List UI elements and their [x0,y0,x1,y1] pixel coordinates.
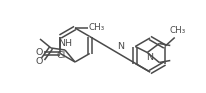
Text: N: N [117,42,124,51]
Text: NH: NH [58,39,72,48]
Text: N: N [146,53,153,62]
Text: Cl: Cl [57,51,66,60]
Text: O: O [35,57,43,66]
Text: O: O [36,48,43,57]
Text: CH₃: CH₃ [170,26,186,35]
Text: CH₃: CH₃ [89,23,105,32]
